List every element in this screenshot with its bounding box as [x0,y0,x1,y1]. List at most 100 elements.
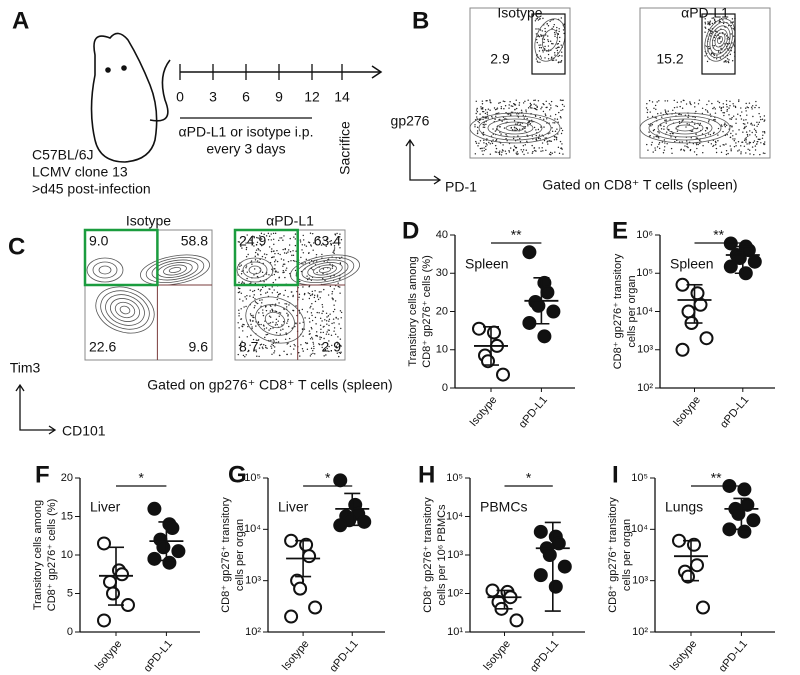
event-dot [735,145,737,147]
event-dot [261,255,264,258]
event-dot [476,107,478,110]
event-dot [682,99,685,101]
event-dot [745,137,747,139]
event-dot [292,250,294,252]
event-dot [263,233,265,236]
event-dot [554,33,556,36]
event-dot [755,136,758,138]
event-dot [547,53,550,56]
event-dot [274,232,277,235]
event-dot [322,272,324,275]
event-dot [759,116,762,118]
data-point [284,609,299,624]
event-dot [283,259,285,261]
event-dot [524,100,526,103]
event-dot [316,296,319,298]
event-dot [761,118,764,121]
event-dot [552,26,555,28]
event-dot [709,35,712,37]
event-dot [483,124,485,126]
event-dot [537,100,540,102]
event-dot [728,59,730,61]
event-dot [333,249,336,251]
data-point [147,551,162,566]
event-dot [274,279,277,281]
event-dot [727,152,729,155]
event-dot [272,281,275,284]
event-dot [657,131,659,133]
x-tick-label: αPD-L1 [327,638,360,674]
event-dot [740,118,743,120]
event-dot [481,100,484,102]
event-dot [763,120,765,122]
event-dot [654,147,656,149]
event-dot [306,348,309,351]
event-dot [538,46,541,49]
event-dot [254,259,257,261]
event-dot [327,329,329,331]
event-dot [699,139,701,142]
event-dot [299,355,301,357]
event-dot [255,325,257,327]
event-dot [304,317,306,319]
event-dot [732,35,735,37]
contour [151,259,199,281]
event-dot [254,301,257,303]
event-dot [539,138,541,140]
event-dot [487,108,490,110]
event-dot [716,55,718,57]
event-dot [535,38,538,41]
event-dot [681,141,683,143]
event-dot [315,323,317,325]
event-dot [709,113,711,115]
event-dot [263,253,266,255]
panel-letter: A [12,7,29,34]
event-dot [312,343,315,345]
event-dot [663,128,665,130]
event-dot [559,61,561,63]
event-dot [308,297,311,300]
event-dot [727,36,730,38]
event-dot [287,314,289,316]
event-dot [277,252,279,255]
event-dot [245,265,248,267]
contour [666,121,704,135]
event-dot [527,107,530,109]
event-dot [749,141,752,144]
event-dot [243,306,245,308]
event-dot [552,122,554,124]
event-dot [283,252,286,254]
event-dot [542,17,544,20]
event-dot [483,126,486,129]
event-dot [308,330,311,332]
event-dot [511,129,514,131]
event-dot [535,58,538,60]
event-dot [539,18,541,20]
event-dot [241,270,243,273]
event-dot [735,133,737,135]
event-dot [691,120,693,123]
event-dot [282,265,284,267]
event-dot [730,24,732,27]
event-dot [733,105,735,107]
event-dot [309,307,311,309]
event-dot [709,29,711,32]
event-dot [492,128,494,130]
event-dot [243,282,245,284]
event-dot [751,146,754,148]
event-dot [270,250,273,253]
event-dot [273,250,275,253]
event-dot [324,279,326,282]
event-dot [527,99,529,101]
event-dot [513,126,516,128]
event-dot [561,99,563,102]
event-dot [718,101,721,104]
event-dot [556,49,559,52]
event-dot [711,17,713,19]
event-dot [544,137,546,139]
annotation: Spleen [465,256,509,272]
event-dot [250,334,252,337]
y-axis-label: cells per organ [621,519,633,591]
event-dot [665,122,667,124]
event-dot [543,41,545,44]
